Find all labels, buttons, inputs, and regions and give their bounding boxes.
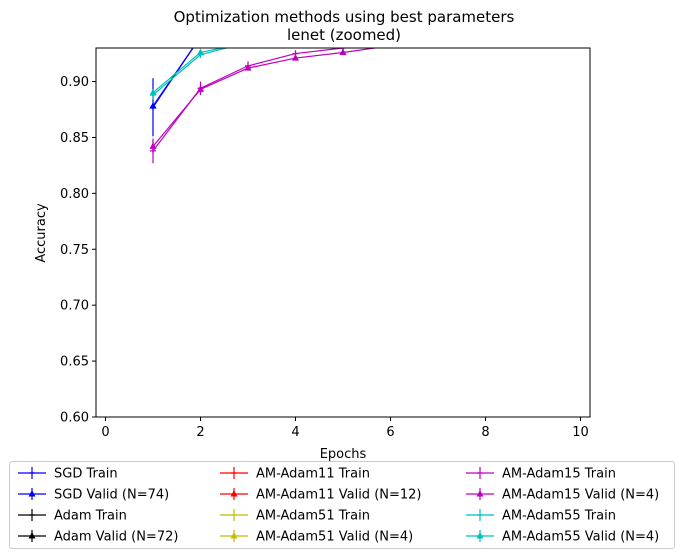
data-point: [197, 48, 204, 55]
data-point: [149, 102, 157, 109]
y-tick-label: 0.85: [60, 131, 89, 146]
legend: [9, 461, 675, 549]
data-point: [339, 48, 347, 55]
chart-title: Optimization methods using best paramete…: [174, 8, 515, 26]
y-tick-label: 0.60: [60, 411, 89, 426]
x-tick-label: 8: [481, 425, 489, 440]
data-point: [149, 142, 157, 149]
y-tick-label: 0.65: [60, 355, 89, 370]
data-point: [149, 88, 157, 96]
data-point: [245, 39, 251, 45]
series-line: [152, 48, 379, 147]
x-tick-label: 10: [572, 425, 589, 440]
plot-frame: [95, 47, 591, 418]
x-tick-label: 0: [101, 425, 109, 440]
chart-subtitle: lenet (zoomed): [287, 26, 401, 44]
series-9: [149, 48, 394, 152]
x-axis: 0 2 4 6 8 10: [101, 417, 589, 440]
series-11: [149, 38, 252, 97]
series-0: [150, 34, 204, 137]
plot-area: [95, 33, 591, 418]
x-tick-label: 2: [196, 425, 204, 440]
y-axis-label: Accuracy: [34, 203, 49, 263]
x-axis-label: Epochs: [320, 447, 367, 462]
x-tick-label: 6: [386, 425, 394, 440]
data-point: [245, 38, 252, 45]
data-point: [197, 33, 204, 40]
series-1: [149, 33, 204, 109]
data-point: [244, 64, 252, 71]
series-line: [152, 48, 349, 152]
y-tick-label: 0.75: [60, 243, 89, 258]
y-axis: 0.60 0.65 0.70 0.75 0.80 0.85 0.90: [60, 75, 96, 426]
y-tick-label: 0.80: [60, 187, 89, 202]
x-tick-label: 4: [291, 425, 299, 440]
y-tick-label: 0.90: [60, 75, 89, 90]
data-point: [292, 54, 299, 61]
y-tick-label: 0.70: [60, 299, 89, 314]
data-point: [197, 85, 204, 92]
data-point: [198, 34, 204, 40]
series-line: [152, 48, 194, 107]
